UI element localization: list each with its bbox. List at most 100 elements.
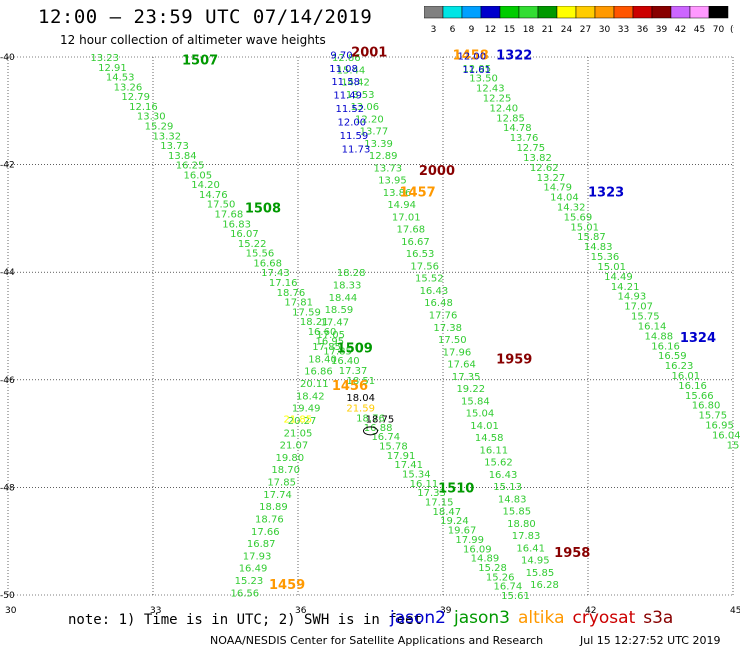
pass-label: 2000 — [419, 164, 455, 179]
swh-value: 15.01 — [570, 222, 599, 233]
swh-value: 15.66 — [685, 391, 714, 402]
swh-value: 17.96 — [443, 347, 472, 358]
swh-value-jason2: 11.58 — [331, 77, 360, 88]
swh-value: 18.76 — [356, 413, 385, 424]
mission-jason3: jason3 — [454, 608, 510, 628]
lon-tick-label: 45 — [730, 606, 740, 616]
swh-value: 15.52 — [415, 274, 444, 285]
pass-label: 1324 — [680, 331, 716, 346]
swh-value: 12.40 — [489, 103, 518, 114]
swh-value: 15.56 — [246, 249, 275, 260]
swh-value: 16.41 — [516, 543, 545, 554]
swh-value: 17.15 — [425, 498, 454, 509]
legend-label: 70 — [713, 25, 725, 35]
swh-value: 17.68 — [397, 225, 426, 236]
swh-value: 11.61 — [462, 65, 491, 76]
swh-value: 14.42 — [341, 78, 370, 89]
swh-value: 17.47 — [320, 317, 349, 328]
lat-tick-label: -48 — [0, 483, 15, 493]
legend-unit: (ft) — [730, 25, 734, 35]
swh-value: 16.56 — [231, 588, 260, 599]
swh-value: 17.59 — [292, 307, 321, 318]
swh-value: 16.40 — [331, 356, 360, 367]
swh-value: 15.69 — [564, 212, 593, 223]
legend-label: 45 — [694, 25, 705, 35]
swh-value: 18.59 — [325, 305, 354, 316]
swh-value: 16.49 — [239, 564, 268, 575]
swh-value: 17.01 — [392, 212, 421, 223]
swh-value: 13.82 — [523, 153, 552, 164]
swh-value: 17.81 — [284, 298, 313, 309]
swh-value-jason2: 11.08 — [329, 64, 358, 75]
swh-value: 15.36 — [591, 252, 620, 263]
swh-value: 14.53 — [106, 73, 135, 84]
swh-value: 18.47 — [432, 507, 461, 518]
swh-value: 15.01 — [597, 262, 626, 273]
swh-value: 15.13 — [493, 482, 522, 493]
legend-label: 21 — [542, 25, 553, 35]
swh-value: 14.01 — [470, 421, 499, 432]
swh-value: 12.79 — [121, 92, 150, 103]
swh-value-jason2: 11.59 — [340, 131, 369, 142]
swh-value: 19.22 — [456, 384, 485, 395]
swh-value: 17.83 — [512, 531, 541, 542]
swh-value: 19.80 — [276, 453, 305, 464]
pass-label: 2001 — [351, 46, 387, 61]
pass-label: 1510 — [438, 481, 474, 496]
swh-value: 16.05 — [183, 170, 212, 181]
pass-label: 1959 — [496, 352, 532, 367]
pass-label: 1459 — [269, 578, 305, 593]
lon-tick-label: 36 — [295, 606, 307, 616]
swh-value: 17.76 — [429, 310, 458, 321]
swh-value: 12.62 — [530, 163, 559, 174]
swh-value: 17.68 — [215, 210, 244, 221]
swh-value: 21.85 — [284, 414, 313, 425]
swh-value: 17.05 — [316, 330, 345, 341]
swh-value: 16.04 — [712, 430, 740, 441]
lat-tick-label: -44 — [0, 268, 15, 278]
swh-value: 16.11 — [479, 445, 508, 456]
legend-label: 42 — [675, 25, 686, 35]
lat-tick-label: -46 — [0, 376, 15, 386]
legend-label: 36 — [637, 25, 649, 35]
swh-value: 16.11 — [410, 479, 439, 490]
swh-value: 16.09 — [463, 544, 492, 555]
swh-value: 16.16 — [651, 341, 680, 352]
swh-value: 17.99 — [455, 535, 484, 546]
swh-value: 14.21 — [611, 282, 640, 293]
pass-label: 1456 — [332, 379, 368, 394]
swh-value: 18.70 — [271, 465, 300, 476]
swh-value: 18.33 — [333, 281, 362, 292]
swh-value: 16.68 — [253, 258, 282, 269]
legend-label: 24 — [561, 25, 573, 35]
swh-value-jason2: 12.00 — [338, 118, 367, 129]
swh-value: 18.51 — [347, 376, 376, 387]
swh-value: 15.34 — [402, 470, 431, 481]
swh-value: 14.49 — [604, 272, 633, 283]
swh-value: 17.33 — [417, 488, 446, 499]
swh-value: 18.80 — [507, 519, 536, 530]
swh-value: 13.30 — [137, 112, 166, 123]
swh-value: 16.07 — [230, 229, 259, 240]
swh-value: 20.11 — [300, 379, 329, 390]
swh-value: 13.86 — [383, 188, 412, 199]
swh-value: 16.43 — [420, 286, 449, 297]
swh-value: 15.85 — [503, 507, 532, 518]
swh-value: 18.76 — [277, 288, 306, 299]
swh-value: 13.50 — [469, 74, 498, 85]
swh-value: 21.07 — [280, 441, 309, 452]
lon-tick-label: 42 — [585, 606, 596, 616]
swh-value: 17.35 — [452, 372, 481, 383]
swh-value: 13.77 — [360, 127, 389, 138]
legend-label: 6 — [450, 25, 456, 35]
pass-label: 1507 — [182, 54, 218, 69]
swh-value: 16.95 — [315, 337, 344, 348]
swh-value: 16.74 — [494, 582, 523, 593]
swh-value: 12.91 — [98, 63, 127, 74]
swh-value: 17.64 — [447, 360, 476, 371]
mission-s3a: s3a — [643, 608, 674, 628]
swh-value: 17.50 — [207, 200, 236, 211]
map-subtitle: 12 hour collection of altimeter wave hei… — [60, 33, 326, 47]
legend-label: 18 — [523, 25, 535, 35]
